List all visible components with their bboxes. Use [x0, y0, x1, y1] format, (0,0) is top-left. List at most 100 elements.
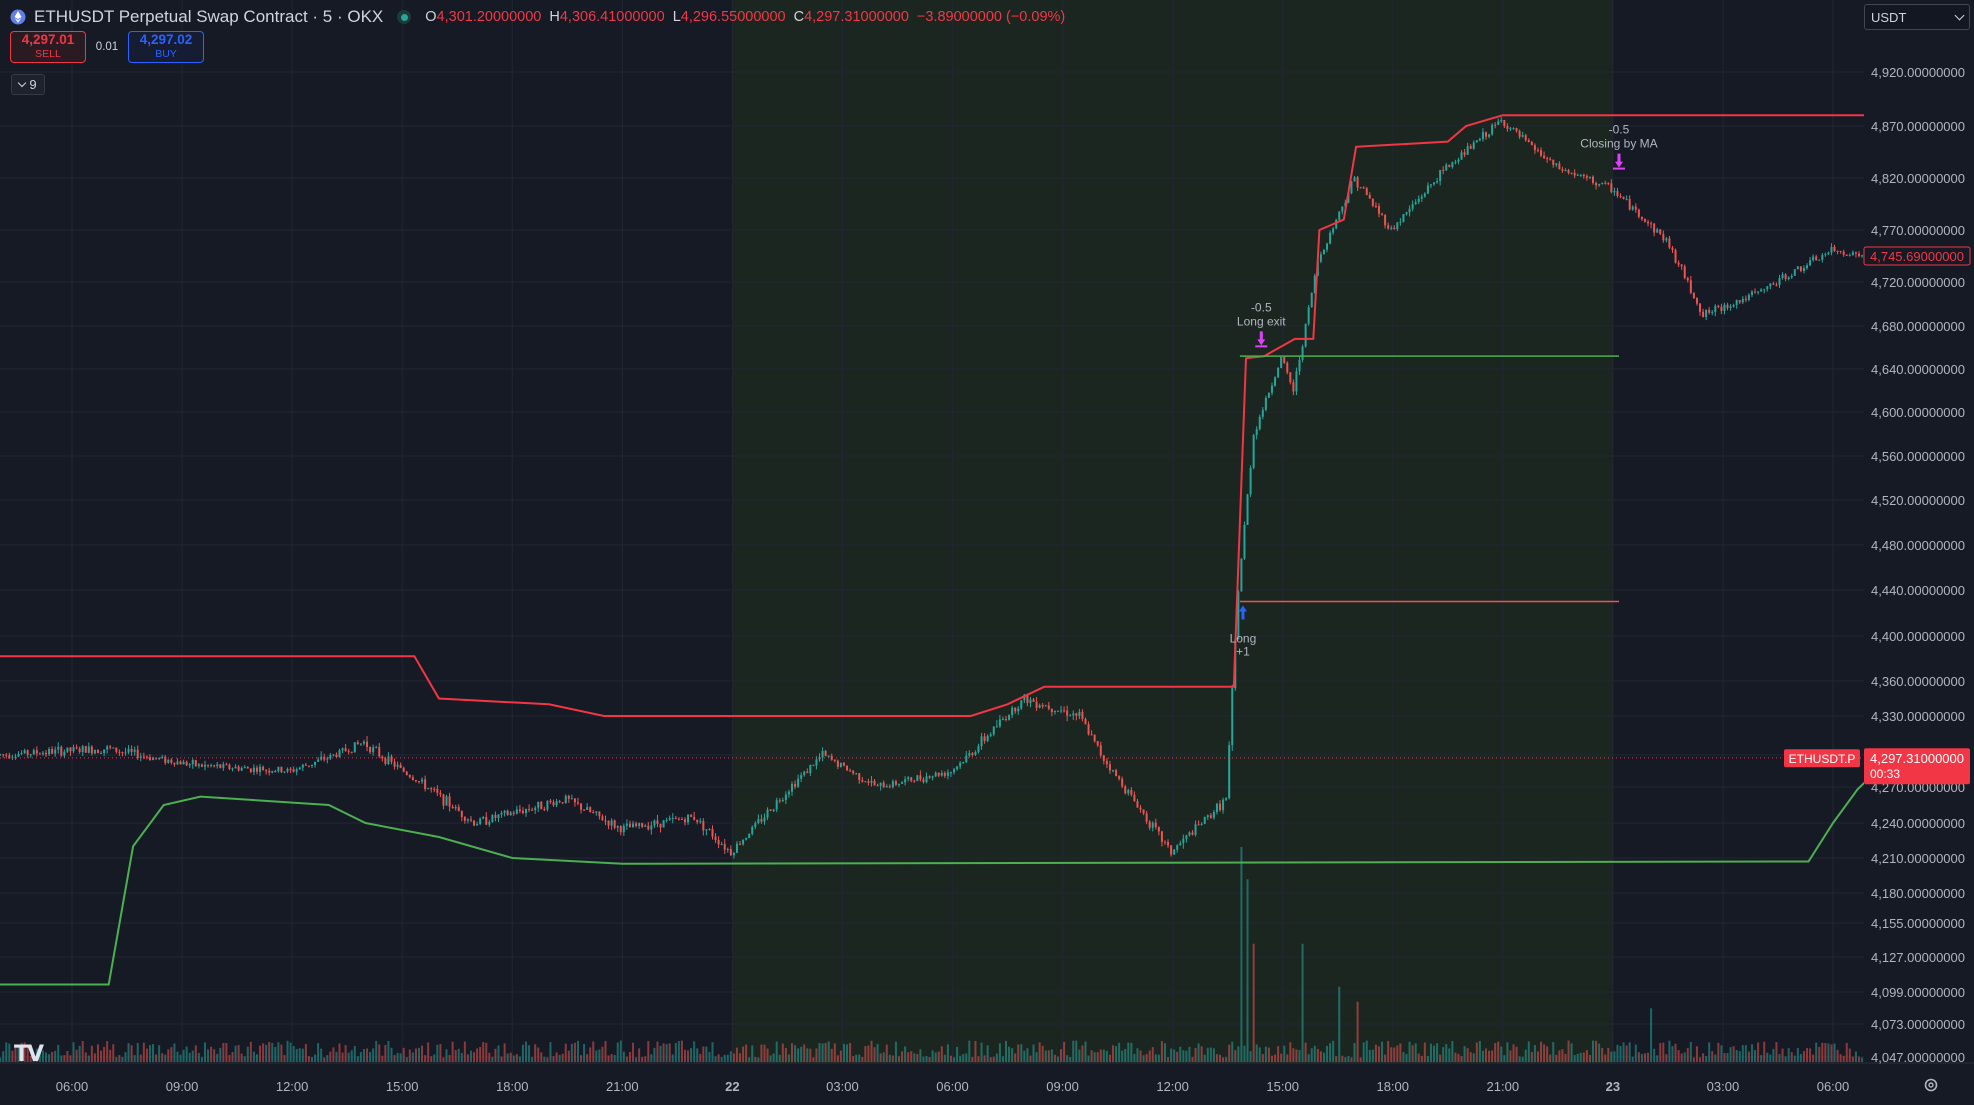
candle-body-555 — [1695, 298, 1698, 304]
candle-body-100 — [304, 764, 307, 766]
candle-body-390 — [1191, 832, 1194, 835]
volume-bar-3 — [8, 1043, 11, 1062]
change-value: −3.89000000 (−0.09%) — [916, 9, 1066, 25]
volume-bar-394 — [1203, 1054, 1206, 1062]
volume-bar-273 — [833, 1043, 836, 1062]
volume-bar-40 — [121, 1057, 124, 1062]
candle-body-115 — [350, 751, 353, 753]
candle-body-283 — [864, 781, 867, 783]
candle-body-409 — [1249, 467, 1252, 495]
signal-label: Long exit — [1237, 314, 1286, 328]
candle-body-424 — [1295, 371, 1298, 392]
volume-bar-484 — [1478, 1040, 1481, 1062]
volume-bar-212 — [647, 1041, 650, 1062]
volume-bar-258 — [787, 1054, 790, 1062]
volume-bar-225 — [687, 1050, 690, 1062]
candle-body-112 — [341, 748, 344, 751]
candle-body-81 — [246, 767, 249, 769]
candle-body-301 — [919, 775, 922, 780]
volume-bar-53 — [161, 1053, 164, 1062]
volume-bar-217 — [662, 1043, 665, 1062]
volume-bar-188 — [573, 1042, 576, 1062]
volume-bar-469 — [1433, 1045, 1436, 1062]
volume-bar-561 — [1714, 1054, 1717, 1062]
candle-body-196 — [598, 811, 601, 817]
candle-body-450 — [1374, 205, 1377, 207]
volume-bar-275 — [839, 1050, 842, 1062]
volume-bar-29 — [87, 1055, 90, 1062]
candle-body-296 — [904, 779, 907, 783]
currency-selected-value: USDT — [1871, 9, 1907, 25]
candle-body-186 — [567, 795, 570, 799]
candle-body-167 — [509, 812, 512, 815]
volume-bar-313 — [956, 1046, 959, 1062]
candle-body-50 — [152, 757, 155, 761]
volume-bar-485 — [1481, 1050, 1484, 1062]
sell-button[interactable]: 4,297.01 SELL — [10, 31, 86, 63]
volume-bar-91 — [277, 1042, 280, 1062]
candle-body-521 — [1592, 176, 1595, 183]
volume-bar-296 — [904, 1046, 907, 1062]
volume-bar-204 — [622, 1051, 625, 1062]
volume-bar-603 — [1842, 1055, 1845, 1062]
tradingview-logo-icon[interactable]: TV — [14, 1042, 44, 1067]
volume-bar-103 — [314, 1054, 317, 1062]
candle-body-82 — [249, 768, 252, 772]
volume-bar-592 — [1809, 1048, 1812, 1062]
volume-bar-23 — [69, 1055, 72, 1062]
candle-body-572 — [1747, 294, 1750, 300]
y-tick-label-4: 4,720.00000000 — [1871, 275, 1965, 290]
volume-bar-141 — [430, 1056, 433, 1062]
candle-body-475 — [1451, 162, 1454, 167]
volume-bar-322 — [983, 1055, 986, 1062]
volume-bar-378 — [1154, 1054, 1157, 1062]
candle-body-64 — [194, 760, 197, 766]
volume-bar-120 — [366, 1048, 369, 1062]
volume-bar-365 — [1115, 1046, 1118, 1062]
settings-gear-icon[interactable] — [1923, 1077, 1939, 1093]
candle-body-518 — [1582, 174, 1585, 177]
candle-body-449 — [1371, 198, 1374, 206]
volume-bar-462 — [1411, 1045, 1414, 1062]
volume-bar-33 — [100, 1050, 103, 1062]
candle-body-447 — [1365, 188, 1368, 195]
volume-bar-446 — [1362, 1042, 1365, 1062]
candle-body-310 — [946, 772, 949, 776]
volume-bar-495 — [1512, 1044, 1515, 1062]
volume-bar-68 — [207, 1049, 210, 1062]
volume-bar-27 — [81, 1041, 84, 1062]
candle-body-356 — [1087, 724, 1090, 735]
candle-body-230 — [702, 820, 705, 831]
volume-bar-318 — [971, 1056, 974, 1062]
volume-bar-551 — [1683, 1052, 1686, 1062]
candle-body-6 — [17, 754, 20, 757]
candle-body-149 — [454, 807, 457, 809]
indicators-toggle-button[interactable]: 9 — [11, 74, 45, 95]
volume-bar-108 — [329, 1051, 332, 1062]
symbol-title[interactable]: ETHUSDT Perpetual Swap Contract · 5 · OK… — [34, 7, 384, 26]
candle-body-52 — [158, 757, 161, 759]
buy-button[interactable]: 4,297.02 BUY — [128, 31, 204, 63]
candle-body-532 — [1625, 198, 1628, 200]
volume-bar-8 — [23, 1042, 26, 1062]
candle-body-262 — [800, 775, 803, 779]
candle-body-308 — [940, 772, 943, 776]
currency-select[interactable]: USDT — [1864, 4, 1970, 30]
volume-bar-377 — [1151, 1047, 1154, 1062]
candle-body-387 — [1182, 838, 1185, 844]
candle-body-347 — [1060, 710, 1063, 712]
volume-bar-105 — [320, 1048, 323, 1062]
volume-bar-489 — [1494, 1043, 1497, 1062]
candle-body-58 — [176, 761, 179, 765]
candle-body-434 — [1326, 243, 1329, 250]
candle-body-469 — [1433, 182, 1436, 185]
volume-bar-491 — [1500, 1046, 1503, 1062]
candle-body-20 — [60, 746, 63, 756]
candle-body-164 — [500, 812, 503, 815]
price-axis[interactable] — [1864, 0, 1974, 1063]
candle-body-334 — [1020, 700, 1023, 709]
volume-bar-399 — [1219, 1054, 1222, 1062]
volume-bar-567 — [1732, 1046, 1735, 1062]
volume-bar-482 — [1472, 1053, 1475, 1062]
